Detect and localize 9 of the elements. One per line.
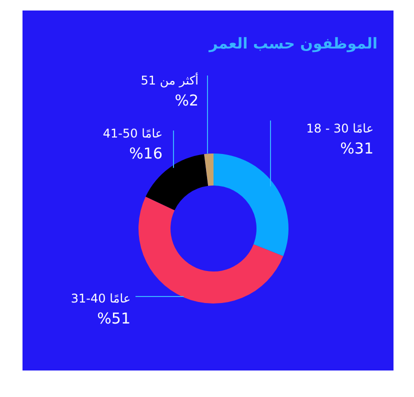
data-label: %16	[129, 144, 163, 162]
slice-label: أكثر من 51	[140, 72, 199, 88]
data-label: %31	[340, 140, 374, 158]
data-label: %2	[174, 92, 198, 110]
slice-label: 41-50 عامًا	[102, 126, 163, 140]
chart-title: الموظفون حسب العمر	[208, 34, 378, 52]
slice-label: 18 - 30 عامًا	[306, 122, 374, 136]
slice-label: 31-40 عامًا	[70, 292, 131, 306]
data-label: %51	[97, 310, 131, 328]
